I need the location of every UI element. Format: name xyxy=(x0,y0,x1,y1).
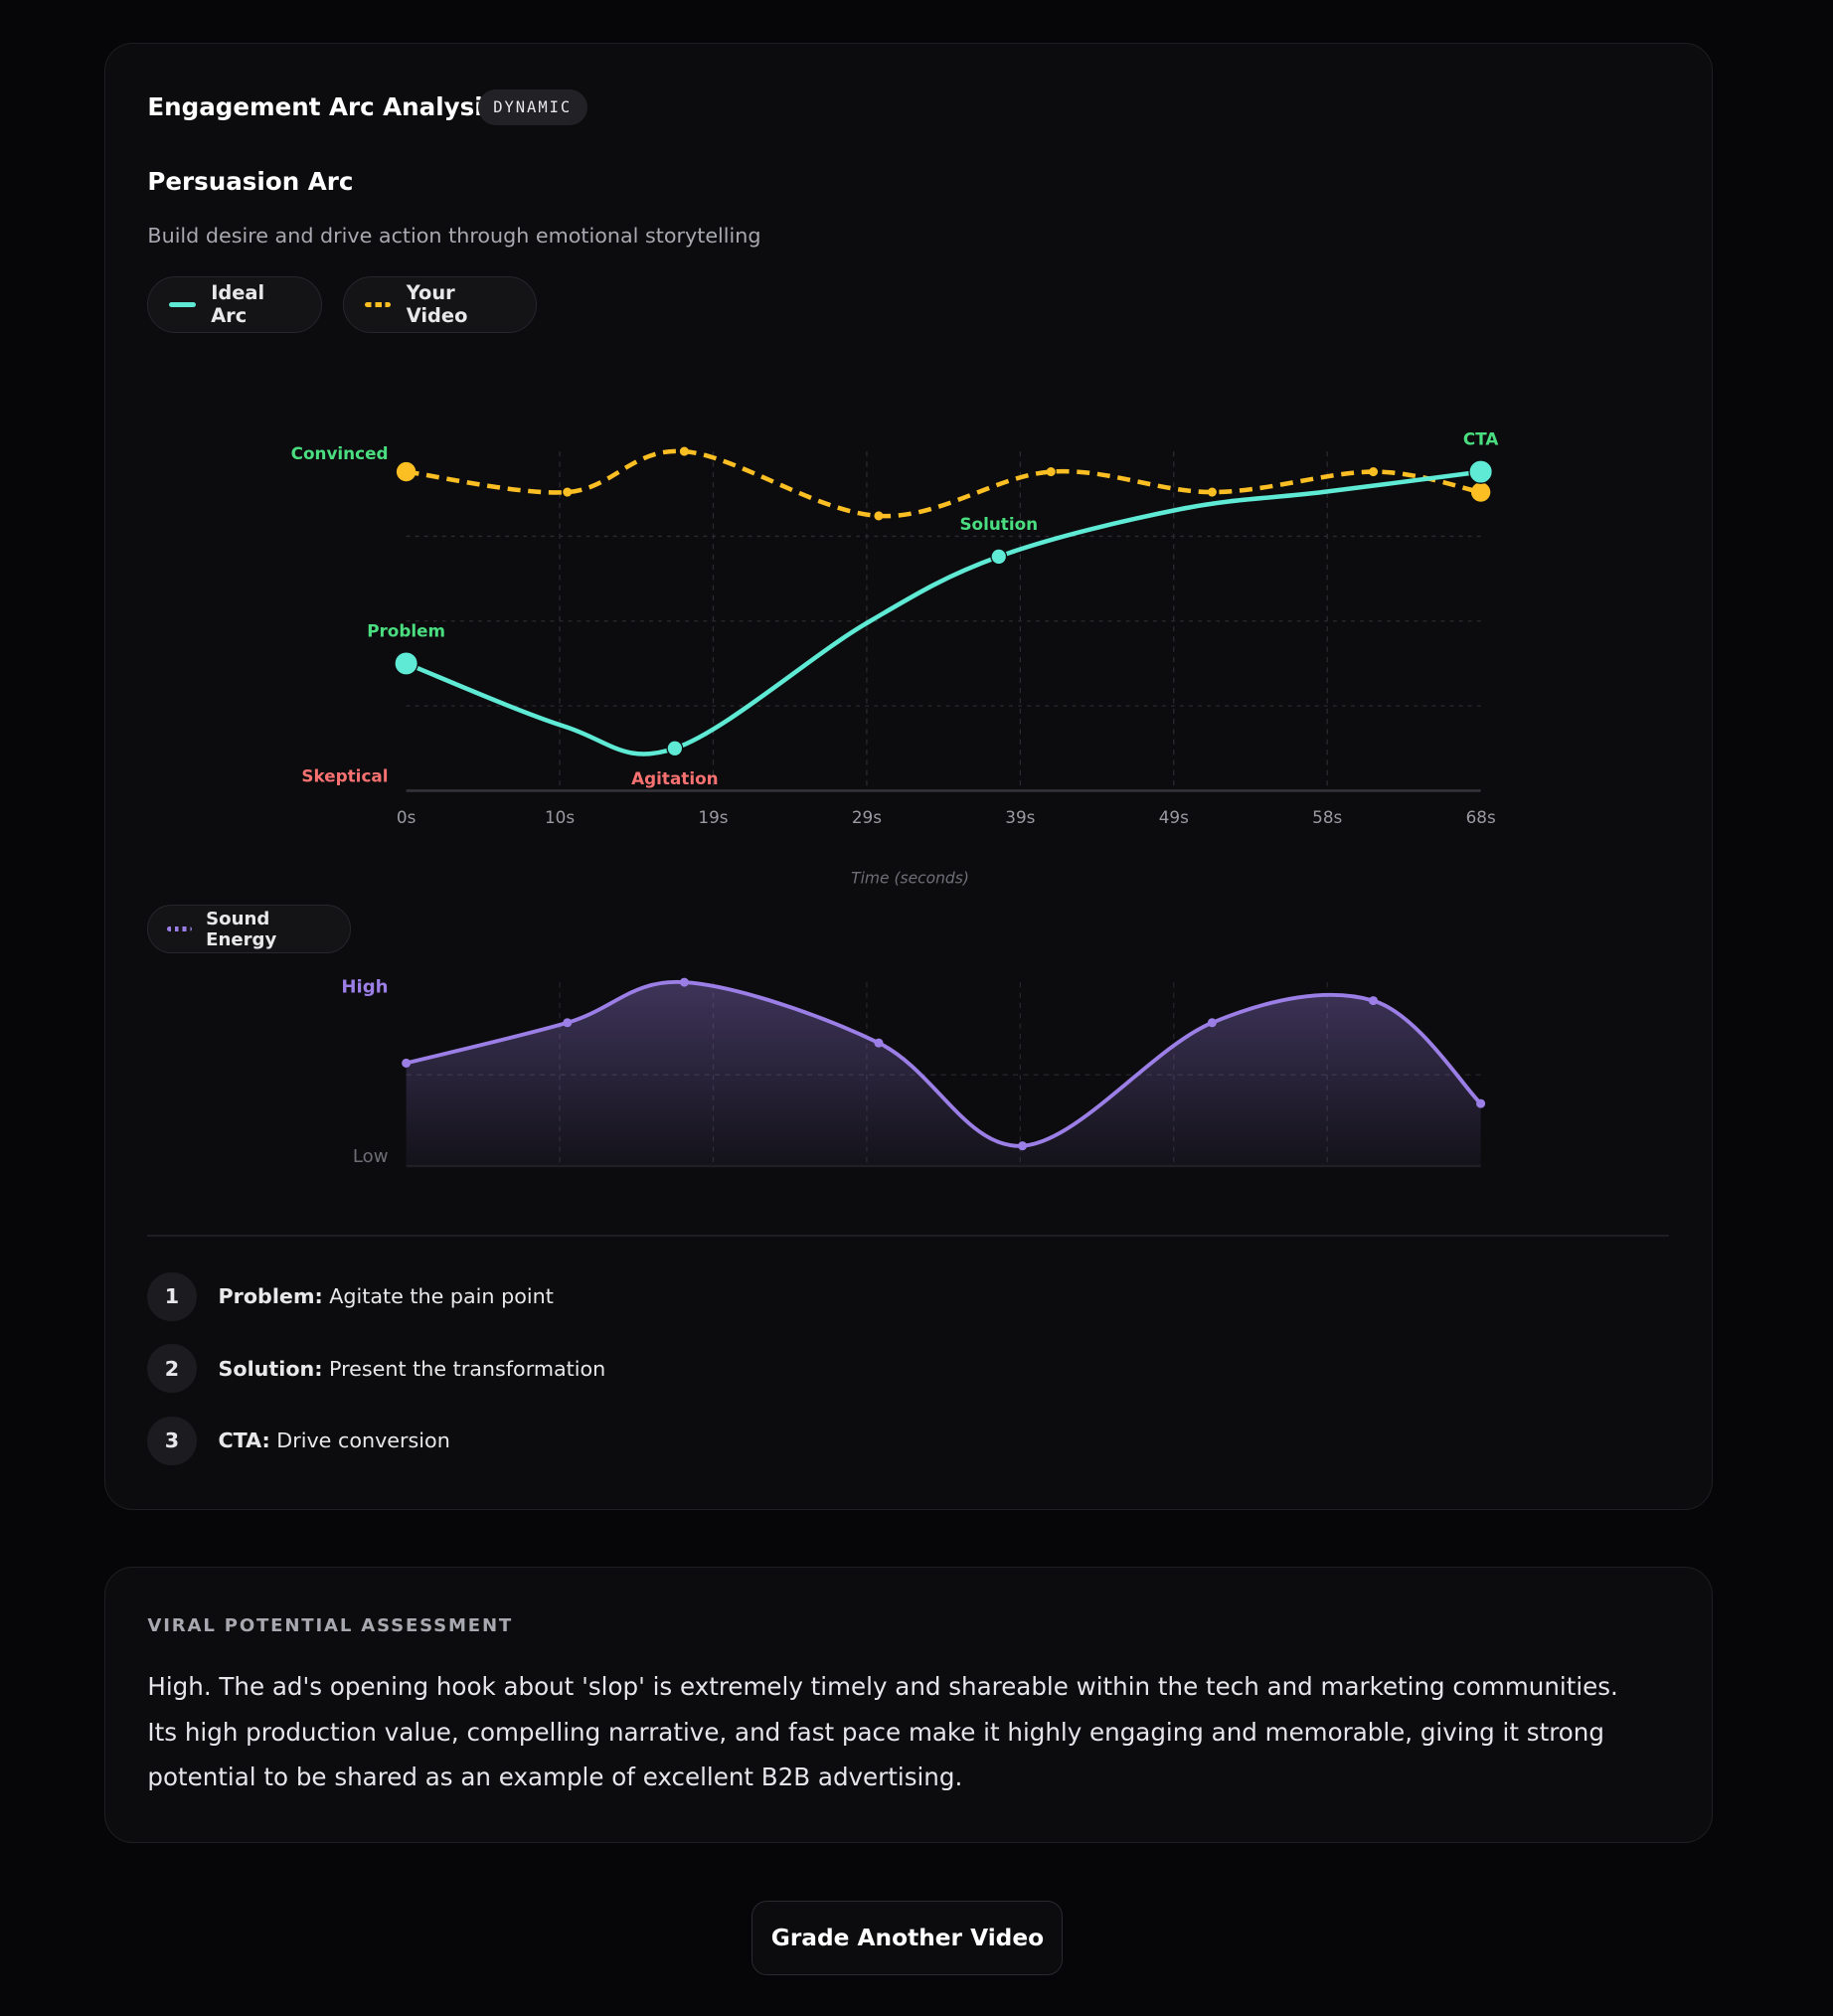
sound-energy-line xyxy=(406,979,1482,1148)
ideal-arc-marker xyxy=(394,650,418,676)
engagement-arc-chart: 0s 10s 19s 29s 39s 49s 58s 68s Convinced Skeptica… xyxy=(291,428,1499,887)
step-number: 2 xyxy=(147,1344,197,1394)
y-label-low: Low xyxy=(353,1146,389,1167)
legend-label: Your Video xyxy=(406,281,468,328)
dynamic-badge: DYNAMIC xyxy=(477,89,587,126)
sound-energy-point xyxy=(563,1018,573,1028)
sound-energy-point xyxy=(874,1038,884,1048)
legend-label: Ideal Arc xyxy=(211,281,265,328)
step-text: Present the transformation xyxy=(329,1356,606,1381)
sound-energy-point xyxy=(402,1058,412,1068)
your-video-point xyxy=(1046,466,1056,476)
sound-energy-point xyxy=(1368,995,1379,1005)
legend-your-video[interactable]: Your Video xyxy=(342,275,538,333)
marker-label-agitation: Agitation xyxy=(631,768,718,788)
y-label-top: Convinced xyxy=(291,443,389,463)
x-tick-label: 10s xyxy=(545,807,575,827)
dashed-line-icon xyxy=(364,301,392,307)
step-item: 3 CTA: Drive conversion xyxy=(147,1416,450,1465)
x-tick-label: 39s xyxy=(1005,807,1035,827)
sound-energy-point xyxy=(679,977,689,987)
sound-energy-point xyxy=(1018,1140,1028,1151)
step-number: 3 xyxy=(147,1416,197,1465)
your-video-point xyxy=(1470,482,1491,502)
step-label: Problem: xyxy=(218,1284,323,1309)
marker-label-cta: CTA xyxy=(1463,428,1498,448)
your-video-point xyxy=(1369,466,1379,476)
viral-text: High. The ad's opening hook about 'slop'… xyxy=(147,1672,1618,1791)
legend-label: Sound Energy xyxy=(206,908,277,950)
arc-title: Persuasion Arc xyxy=(147,166,354,196)
your-video-line xyxy=(406,448,1482,519)
step-label: CTA: xyxy=(218,1428,270,1453)
ideal-arc-marker xyxy=(1468,459,1493,484)
step-text: Drive conversion xyxy=(276,1428,450,1453)
step-number: 1 xyxy=(147,1271,197,1321)
divider xyxy=(147,1235,1670,1237)
engagement-arc-card: Engagement Arc Analysis DYNAMIC Persuasi… xyxy=(103,42,1714,1510)
legend-sound-energy[interactable]: Sound Energy xyxy=(147,905,351,954)
dotted-line-icon xyxy=(166,926,192,932)
arc-description: Build desire and drive action through em… xyxy=(147,223,761,248)
sound-energy-area xyxy=(406,981,1481,1166)
x-tick-label: 19s xyxy=(698,807,728,827)
ideal-arc-marker xyxy=(990,548,1008,566)
x-tick-label: 68s xyxy=(1466,807,1496,827)
ideal-arc-marker xyxy=(666,740,684,756)
your-video-point xyxy=(396,461,417,482)
x-tick-label: 0s xyxy=(397,807,416,827)
step-label: Solution: xyxy=(218,1356,323,1381)
your-video-point xyxy=(679,446,689,456)
viral-heading: VIRAL POTENTIAL ASSESSMENT xyxy=(147,1615,514,1637)
step-item: 2 Solution: Present the transformation xyxy=(147,1344,606,1394)
marker-label-problem: Problem xyxy=(367,620,445,640)
legend-ideal-arc[interactable]: Ideal Arc xyxy=(147,275,323,333)
your-video-point xyxy=(1207,487,1217,497)
step-item: 1 Problem: Agitate the pain point xyxy=(147,1271,554,1321)
x-axis-label: Time (seconds) xyxy=(851,869,969,887)
x-tick-label: 58s xyxy=(1312,807,1342,827)
marker-label-solution: Solution xyxy=(959,514,1038,534)
grade-another-video-button[interactable]: Grade Another Video xyxy=(751,1901,1064,1976)
x-tick-label: 29s xyxy=(852,807,882,827)
y-label-bottom: Skeptical xyxy=(301,765,388,785)
sound-energy-point xyxy=(1476,1098,1486,1108)
sound-energy-point xyxy=(1207,1018,1217,1028)
ideal-arc-line xyxy=(405,469,1481,756)
y-label-high: High xyxy=(341,976,388,997)
your-video-point xyxy=(874,511,884,521)
x-tick-label: 49s xyxy=(1159,807,1189,827)
your-video-point xyxy=(563,487,573,497)
viral-potential-card: VIRAL POTENTIAL ASSESSMENT High. The ad'… xyxy=(103,1567,1714,1843)
sound-energy-chart: High Low xyxy=(341,976,1486,1168)
card-title: Engagement Arc Analysis xyxy=(147,91,498,121)
solid-line-icon xyxy=(169,301,196,307)
step-text: Agitate the pain point xyxy=(329,1284,554,1309)
